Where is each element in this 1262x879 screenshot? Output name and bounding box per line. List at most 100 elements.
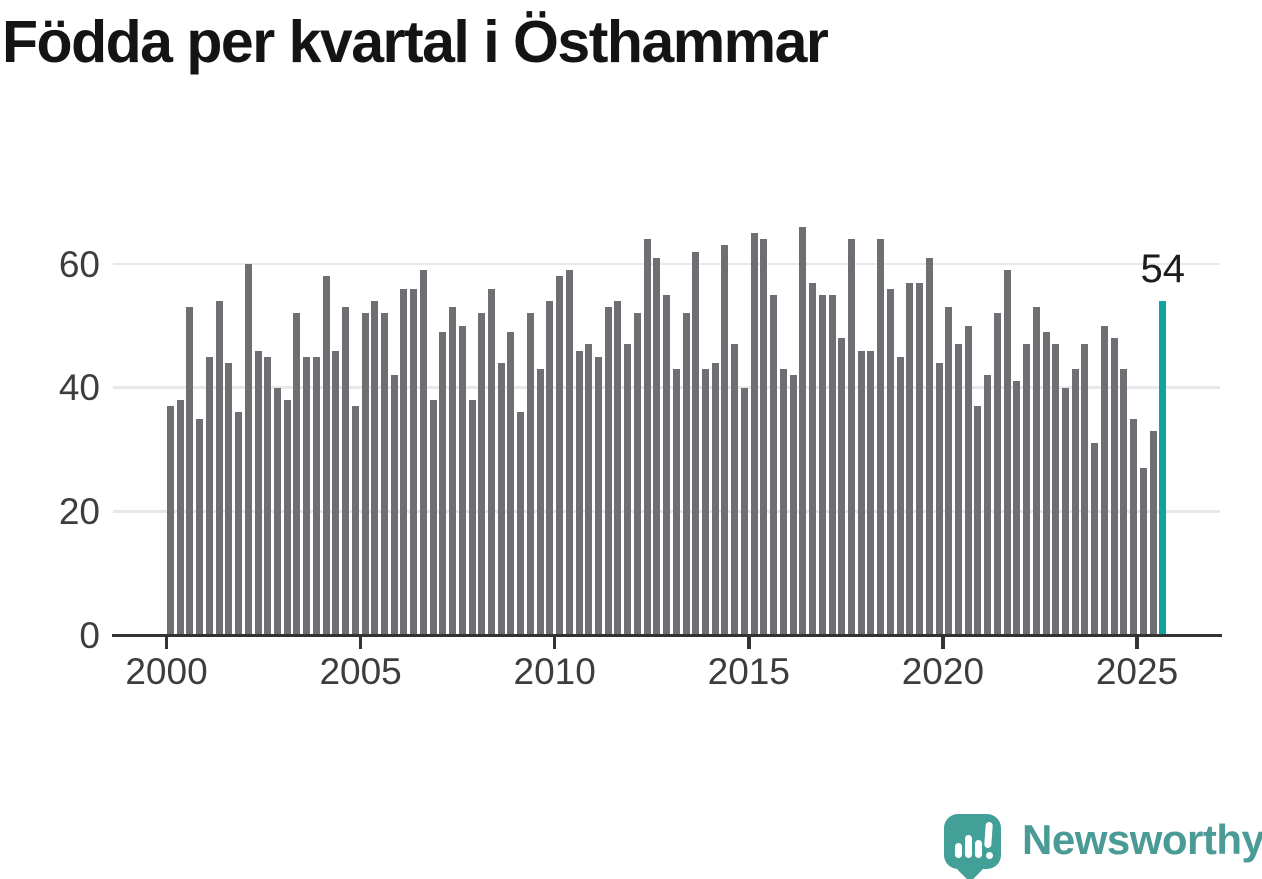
bar-2000-Q2 <box>176 400 184 635</box>
bar-2021-Q4 <box>1013 381 1021 635</box>
x-tick-2015 <box>747 637 751 649</box>
bar-2022-Q2 <box>1032 307 1040 635</box>
bar-2013-Q3 <box>692 251 700 635</box>
bar-2010-Q1 <box>556 276 564 635</box>
gridline-60 <box>113 262 1220 266</box>
bar-2005-Q2 <box>371 301 379 635</box>
bar-2021-Q3 <box>1003 270 1011 635</box>
bar-2025-Q2 <box>1149 430 1157 635</box>
branding: Newsworthy <box>944 814 1262 879</box>
newsworthy-logo-icon <box>944 814 1001 879</box>
bar-2014-Q2 <box>721 245 729 635</box>
bar-2023-Q1 <box>1061 387 1069 635</box>
bar-2005-Q3 <box>381 313 389 635</box>
bar-2022-Q3 <box>1042 332 1050 635</box>
bar-2020-Q3 <box>964 325 972 635</box>
bar-2013-Q1 <box>672 369 680 635</box>
bar-2006-Q1 <box>400 288 408 635</box>
x-tick-2020 <box>941 637 945 649</box>
bar-2000-Q1 <box>167 406 174 635</box>
bar-2001-Q2 <box>215 301 223 635</box>
bar-2004-Q1 <box>322 276 330 635</box>
y-tick-label-60: 60 <box>58 243 100 285</box>
bar-2016-Q2 <box>799 226 807 635</box>
bar-2015-Q3 <box>770 294 778 635</box>
bar-2007-Q3 <box>458 325 466 635</box>
bar-2021-Q2 <box>993 313 1001 635</box>
x-axis-line <box>112 633 1222 637</box>
brand-name: Newsworthy <box>1022 816 1262 863</box>
bar-2015-Q1 <box>750 233 758 635</box>
bar-2024-Q2 <box>1110 338 1118 635</box>
bar-2017-Q4 <box>857 350 865 635</box>
logo-exclamation-icon <box>984 821 993 849</box>
highlight-value-label: 54 <box>1140 247 1186 291</box>
bar-2010-Q4 <box>585 344 593 635</box>
y-tick-label-40: 40 <box>58 367 100 409</box>
bar-2006-Q2 <box>410 288 418 635</box>
bar-2012-Q4 <box>663 294 671 635</box>
bar-2020-Q2 <box>954 344 962 635</box>
bar-2013-Q2 <box>682 313 690 635</box>
bar-2025-Q3-highlighted <box>1159 301 1167 635</box>
x-tick-2025 <box>1135 637 1139 649</box>
bar-2018-Q4 <box>896 356 904 635</box>
bar-2012-Q3 <box>653 257 661 635</box>
bar-2004-Q4 <box>351 406 359 635</box>
bar-2011-Q1 <box>595 356 603 635</box>
logo-exclamation-dot-icon <box>986 852 993 859</box>
bar-2019-Q2 <box>916 282 924 635</box>
bar-2004-Q3 <box>342 307 350 635</box>
x-tick-label-2015: 2015 <box>707 651 790 692</box>
bar-2013-Q4 <box>702 369 710 635</box>
logo-bar-icon <box>965 835 972 858</box>
bar-2020-Q4 <box>974 406 982 635</box>
x-tick-label-2020: 2020 <box>901 651 985 692</box>
bar-2008-Q3 <box>497 362 505 635</box>
bar-2001-Q1 <box>205 356 213 635</box>
bar-2017-Q1 <box>828 294 836 635</box>
bar-2012-Q1 <box>633 313 641 635</box>
bar-2022-Q1 <box>1023 344 1031 635</box>
bar-2003-Q1 <box>283 400 291 635</box>
y-tick-label-0: 0 <box>79 614 100 656</box>
bar-2024-Q3 <box>1120 369 1128 635</box>
bar-2019-Q4 <box>935 362 943 635</box>
x-tick-2010 <box>552 637 557 649</box>
logo-bar-icon <box>975 840 982 858</box>
bar-2016-Q1 <box>789 375 797 635</box>
bar-2024-Q4 <box>1130 418 1138 635</box>
chart-title: Födda per kvartal i Östhammar <box>2 9 829 75</box>
bar-2002-Q1 <box>244 264 252 635</box>
bar-2023-Q4 <box>1091 443 1099 635</box>
bar-2024-Q1 <box>1100 325 1108 635</box>
bar-2005-Q4 <box>390 375 398 635</box>
bar-2022-Q4 <box>1052 344 1060 635</box>
bar-2002-Q3 <box>264 356 272 635</box>
bar-2018-Q1 <box>867 350 875 635</box>
bar-2009-Q2 <box>526 313 534 635</box>
bar-2018-Q3 <box>886 288 894 635</box>
bar-2008-Q2 <box>488 288 496 635</box>
x-tick-2005 <box>358 637 363 649</box>
bar-2005-Q1 <box>361 313 369 635</box>
bar-2006-Q3 <box>419 270 427 635</box>
bar-2003-Q3 <box>303 356 311 635</box>
bar-2009-Q4 <box>546 301 554 635</box>
bar-2001-Q3 <box>225 362 233 635</box>
bar-2010-Q2 <box>565 270 573 635</box>
bar-2006-Q4 <box>429 400 437 635</box>
bar-2014-Q1 <box>711 362 719 635</box>
x-tick-label-2010: 2010 <box>513 651 596 692</box>
bar-2001-Q4 <box>235 412 243 635</box>
x-tick-label-2005: 2005 <box>319 651 402 692</box>
bar-2011-Q3 <box>614 301 622 635</box>
logo-bar-icon <box>955 843 962 858</box>
bar-2016-Q4 <box>818 294 826 635</box>
bar-2007-Q1 <box>439 332 447 635</box>
bar-2020-Q1 <box>945 307 953 635</box>
bar-2017-Q2 <box>838 338 846 635</box>
bar-2019-Q1 <box>906 282 914 635</box>
bar-2002-Q2 <box>254 350 262 635</box>
